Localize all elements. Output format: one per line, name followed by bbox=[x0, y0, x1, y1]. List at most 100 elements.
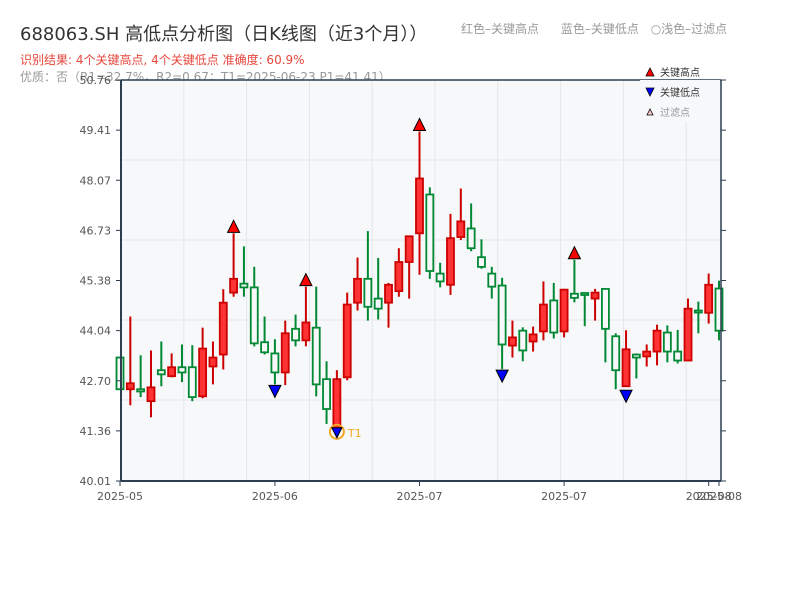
y-tick-label: 48.07 bbox=[80, 174, 112, 187]
key-low-marker bbox=[495, 369, 509, 384]
candle-up bbox=[353, 277, 362, 304]
key-high-marker bbox=[299, 272, 313, 287]
candle-down bbox=[291, 327, 300, 342]
candle-up bbox=[683, 307, 693, 362]
y-tick-label: 49.41 bbox=[80, 124, 112, 137]
y-tick-label: 44.04 bbox=[80, 325, 112, 338]
candle-down bbox=[156, 369, 166, 376]
candle-down bbox=[466, 227, 476, 250]
x-tick-label: 2025-08 bbox=[696, 490, 742, 503]
key-high-marker bbox=[226, 219, 241, 233]
candle-up bbox=[218, 301, 228, 356]
candle-up bbox=[167, 366, 177, 378]
legend-label: 关键高点 bbox=[660, 66, 700, 79]
key-point-markers: T1 bbox=[226, 117, 633, 440]
candle-up bbox=[332, 378, 342, 430]
candle-up bbox=[539, 303, 548, 333]
legend-filtered-icon bbox=[646, 108, 654, 116]
x-tick-label: 2025-05 bbox=[97, 490, 143, 503]
legend-high-icon bbox=[645, 67, 655, 77]
x-tick-label: 2025-08 bbox=[686, 490, 732, 503]
y-tick-label: 45.38 bbox=[80, 275, 112, 288]
candle-down bbox=[600, 287, 610, 330]
candle-down bbox=[518, 329, 528, 352]
candle-down bbox=[714, 287, 724, 332]
key-low-marker bbox=[331, 427, 343, 439]
candle-up bbox=[404, 235, 414, 263]
result-summary: 识别结果: 4个关键高点, 4个关键低点 准确度: 60.9% bbox=[20, 53, 305, 67]
candle-down bbox=[177, 366, 187, 374]
candle-down bbox=[693, 309, 703, 314]
color-legend-low: 蓝色–关键低点 bbox=[560, 22, 639, 36]
candle-down bbox=[239, 282, 249, 289]
color-legend: 红色–关键高点 蓝色–关键低点 ○浅色–过滤点 bbox=[461, 20, 727, 37]
candle-down bbox=[611, 335, 621, 372]
y-tick-label: 40.01 bbox=[80, 475, 112, 488]
candle-up bbox=[528, 333, 538, 343]
candle-up bbox=[621, 348, 631, 388]
candle-down bbox=[136, 388, 146, 393]
candle-down bbox=[373, 297, 383, 310]
candle-down bbox=[425, 193, 435, 272]
candle-down bbox=[249, 286, 259, 345]
candle-down bbox=[363, 277, 373, 308]
candle-up bbox=[704, 283, 714, 314]
key-low-marker bbox=[268, 384, 282, 399]
y-tick-label: 42.70 bbox=[80, 375, 112, 388]
candle-down bbox=[580, 292, 590, 296]
candle-down bbox=[497, 284, 507, 346]
candle-down bbox=[631, 353, 641, 359]
y-tick-label: 46.73 bbox=[80, 224, 112, 237]
candle-up bbox=[415, 177, 424, 235]
candle-down bbox=[477, 256, 486, 268]
x-tick-label: 2025-07 bbox=[541, 490, 587, 503]
candle-up bbox=[280, 332, 290, 374]
candle-up bbox=[146, 386, 156, 403]
y-tick-label: 50.76 bbox=[80, 74, 112, 87]
x-tick-label: 2025-06 bbox=[252, 490, 298, 503]
key-high-marker bbox=[567, 245, 582, 260]
x-tick-label: 2025-07 bbox=[397, 490, 443, 503]
candle-down bbox=[549, 299, 559, 334]
candle-up bbox=[125, 382, 135, 391]
key-high-marker bbox=[412, 117, 427, 131]
y-tick-label: 41.36 bbox=[80, 425, 112, 438]
candle-up bbox=[508, 336, 517, 347]
color-legend-filtered: ○浅色–过滤点 bbox=[650, 22, 728, 36]
axes: 40.01 41.36 42.70 44.04 45.38 46.73 48.07 49.41… bbox=[80, 74, 742, 503]
candle-down bbox=[322, 378, 331, 410]
candle-up bbox=[198, 347, 208, 398]
candle-up bbox=[652, 329, 662, 353]
legend-label: 过滤点 bbox=[660, 106, 690, 119]
candle-down bbox=[260, 341, 269, 354]
legend-low-icon bbox=[645, 87, 655, 97]
candle-up bbox=[229, 277, 239, 294]
candle-down bbox=[187, 366, 197, 398]
candle-up bbox=[456, 220, 466, 238]
candle-up bbox=[342, 303, 352, 379]
candle-down bbox=[270, 352, 280, 374]
chart-title: 688063.SH 高低点分析图（日K线图（近3个月）） bbox=[20, 24, 428, 45]
color-legend-high: 红色–关键高点 bbox=[461, 22, 540, 36]
candle-down bbox=[311, 326, 321, 386]
candle-down bbox=[570, 292, 579, 299]
annotation-label: T1 bbox=[347, 427, 362, 440]
candles bbox=[115, 131, 724, 430]
candle-up bbox=[384, 283, 393, 304]
key-low-marker bbox=[619, 389, 633, 404]
candle-up bbox=[642, 350, 652, 358]
candle-up bbox=[590, 291, 600, 300]
candle-up bbox=[208, 356, 218, 368]
candle-down bbox=[673, 350, 683, 362]
candle-up bbox=[394, 261, 404, 293]
candle-down bbox=[435, 272, 445, 283]
candle-down bbox=[662, 331, 672, 353]
candle-up bbox=[446, 237, 455, 286]
candle-up bbox=[559, 288, 569, 333]
candle-up bbox=[301, 321, 311, 342]
plot-area bbox=[121, 80, 721, 481]
candle-down bbox=[487, 272, 497, 288]
legend-label: 关键低点 bbox=[660, 86, 700, 99]
